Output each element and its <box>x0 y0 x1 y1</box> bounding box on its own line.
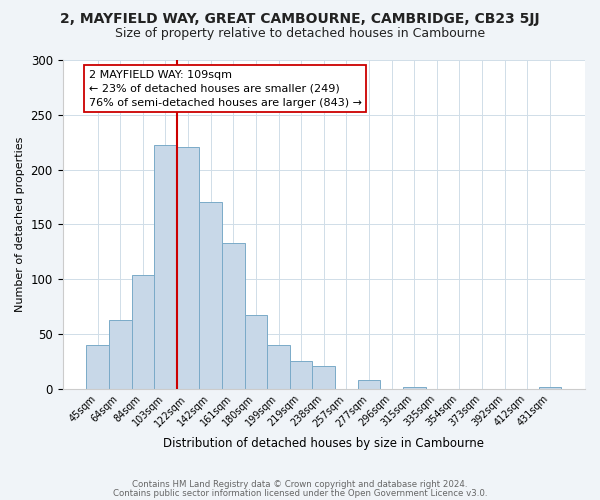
Bar <box>358 380 380 389</box>
Text: Size of property relative to detached houses in Cambourne: Size of property relative to detached ho… <box>115 28 485 40</box>
Text: 2 MAYFIELD WAY: 109sqm
← 23% of detached houses are smaller (249)
76% of semi-de: 2 MAYFIELD WAY: 109sqm ← 23% of detached… <box>89 70 362 108</box>
Bar <box>109 320 131 389</box>
Text: 2, MAYFIELD WAY, GREAT CAMBOURNE, CAMBRIDGE, CB23 5JJ: 2, MAYFIELD WAY, GREAT CAMBOURNE, CAMBRI… <box>60 12 540 26</box>
Bar <box>222 243 245 389</box>
Bar <box>86 345 109 389</box>
Y-axis label: Number of detached properties: Number of detached properties <box>15 136 25 312</box>
Bar <box>154 146 177 389</box>
Bar <box>290 362 313 389</box>
Text: Contains HM Land Registry data © Crown copyright and database right 2024.: Contains HM Land Registry data © Crown c… <box>132 480 468 489</box>
Text: Contains public sector information licensed under the Open Government Licence v3: Contains public sector information licen… <box>113 488 487 498</box>
Bar <box>131 275 154 389</box>
X-axis label: Distribution of detached houses by size in Cambourne: Distribution of detached houses by size … <box>163 437 484 450</box>
Bar <box>177 146 199 389</box>
Bar <box>403 386 425 389</box>
Bar <box>539 386 561 389</box>
Bar <box>267 345 290 389</box>
Bar <box>245 316 267 389</box>
Bar <box>313 366 335 389</box>
Bar <box>199 202 222 389</box>
